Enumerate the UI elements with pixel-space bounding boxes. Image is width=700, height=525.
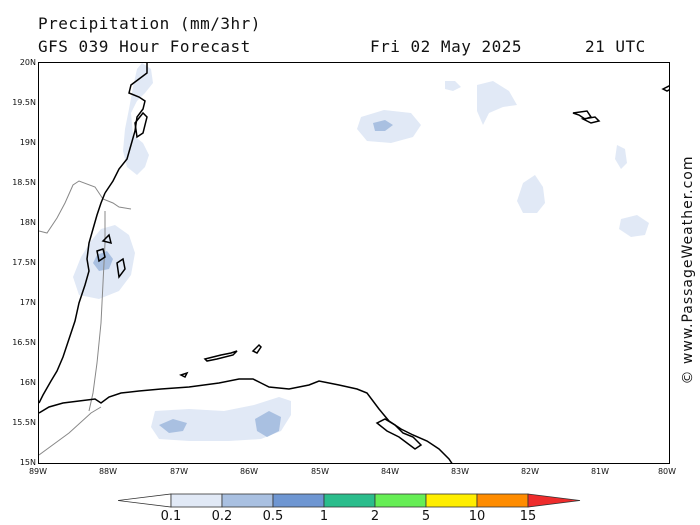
coast-jamaica-edge [661, 85, 669, 92]
precipitation-map [38, 62, 670, 464]
lat-label: 18N [19, 218, 36, 227]
precipitation-shading [73, 63, 649, 441]
lat-label: 20N [19, 58, 36, 67]
coast-belize-cays [96, 233, 126, 279]
lon-label: 87W [169, 467, 189, 476]
legend-swatch-1-2 [323, 493, 376, 508]
lat-label: 17N [19, 298, 36, 307]
lat-label: 17.5N [12, 258, 36, 267]
legend-label: 15 [519, 509, 537, 524]
precip-area-ne-1 [445, 81, 461, 91]
lat-label: 19N [19, 138, 36, 147]
border-honduras [39, 406, 102, 456]
precip-area-ne-2 [477, 81, 517, 125]
coast-cayos-miskitos [375, 418, 423, 450]
coast-belize [39, 192, 106, 404]
coast-yucatan [104, 63, 148, 194]
precip-area-e-1 [615, 145, 627, 169]
legend-swatch-0.5-1 [272, 493, 325, 508]
lat-label: 18.5N [12, 178, 36, 187]
legend-swatch-above-15 [527, 493, 581, 508]
legend-label: 5 [421, 509, 431, 524]
coast-bay-islands [179, 343, 262, 379]
lat-label: 15N [19, 458, 36, 467]
lon-label: 84W [380, 467, 400, 476]
country-borders [39, 180, 132, 456]
legend-swatch-0.2-0.5 [221, 493, 274, 508]
legend-swatch-0.1-0.2 [170, 493, 223, 508]
border-mexico-guatemala [39, 180, 132, 234]
map-canvas [39, 63, 669, 463]
legend-label: 0.1 [160, 509, 182, 524]
legend-label: 10 [468, 509, 486, 524]
precip-area-gulf-honduras-core-e [255, 411, 281, 437]
legend-swatch-below-0.1 [118, 493, 172, 508]
legend-label: 0.5 [262, 509, 284, 524]
coast-guatemala-honduras [39, 378, 453, 463]
border-belize-guatemala [88, 211, 106, 412]
legend-swatch-2-5 [374, 493, 427, 508]
lon-label: 85W [310, 467, 330, 476]
lat-label: 15.5N [12, 418, 36, 427]
precip-color-legend [118, 493, 581, 508]
lon-label: 81W [590, 467, 610, 476]
lon-label: 80W [657, 467, 677, 476]
lon-label: 83W [450, 467, 470, 476]
coastlines [39, 63, 669, 463]
chart-title: Precipitation (mm/3hr) [38, 14, 261, 33]
lat-label: 16.5N [12, 338, 36, 347]
legend-label: 0.2 [211, 509, 233, 524]
watermark-credit: © www.PassageWeather.com [680, 155, 696, 385]
precip-area-e-3 [619, 215, 649, 237]
legend-swatch-5-10 [425, 493, 478, 508]
lat-label: 16N [19, 378, 36, 387]
legend-swatch-10-15 [476, 493, 529, 508]
precip-area-gulf-honduras-core-w [159, 419, 187, 433]
precip-area-e-2 [517, 175, 545, 213]
lon-label: 89W [28, 467, 48, 476]
lon-label: 86W [239, 467, 259, 476]
precip-area-cayman-core [373, 120, 393, 131]
precip-area-gulf-honduras [151, 397, 291, 441]
forecast-time: 21 UTC [585, 37, 646, 56]
legend-label: 2 [370, 509, 380, 524]
coast-cayman-islands [572, 110, 601, 124]
coast-cozumel [134, 111, 148, 139]
lat-label: 19.5N [12, 98, 36, 107]
legend-label: 1 [319, 509, 329, 524]
lon-label: 82W [520, 467, 540, 476]
lon-label: 88W [98, 467, 118, 476]
forecast-model: GFS 039 Hour Forecast [38, 37, 251, 56]
forecast-date: Fri 02 May 2025 [370, 37, 522, 56]
